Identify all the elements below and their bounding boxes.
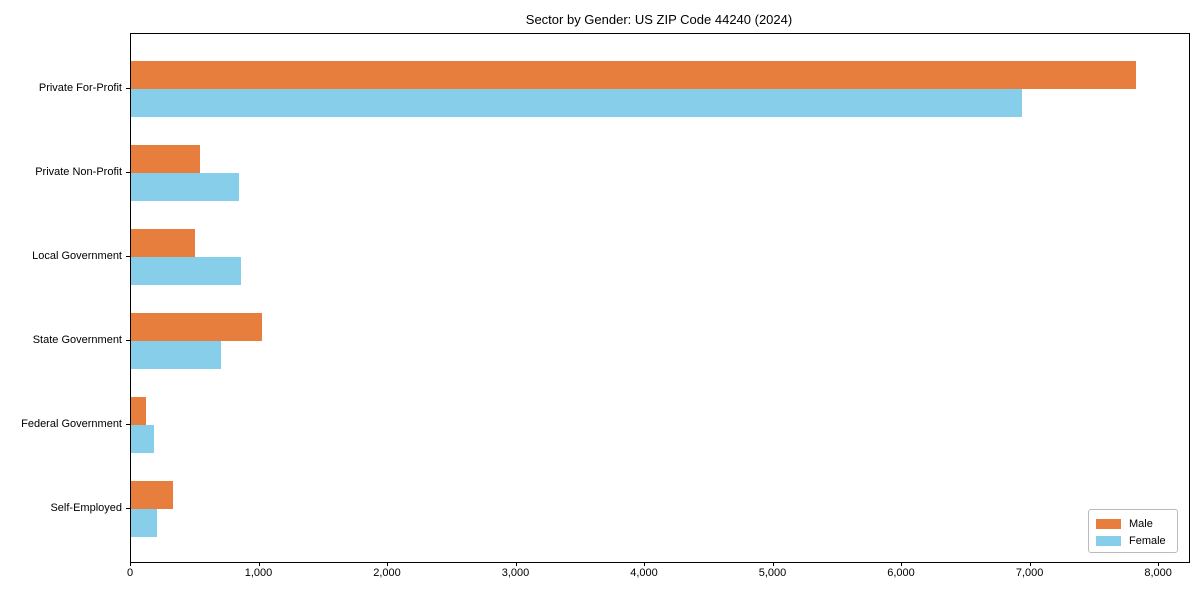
x-tick-label-1000: 1,000 [244, 567, 273, 579]
y-tick-label-federal-government: Federal Government [21, 418, 122, 430]
y-tick-mark [126, 508, 130, 509]
x-tick-label-4000: 4,000 [630, 567, 658, 579]
bar-female-private-for-profit [131, 89, 1022, 117]
y-tick-label-private-non-profit: Private Non-Profit [35, 166, 122, 178]
legend: Male Female [1088, 509, 1178, 553]
chart-title: Sector by Gender: US ZIP Code 44240 (202… [525, 12, 793, 27]
bar-male-private-for-profit [131, 61, 1136, 89]
x-tick-mark [901, 562, 902, 566]
y-tick-mark [126, 172, 130, 173]
y-tick-mark [126, 424, 130, 425]
legend-item-female: Female [1096, 532, 1170, 549]
y-tick-label-private-for-profit: Private For-Profit [38, 82, 122, 94]
x-tick-label-0: 0 [126, 567, 134, 579]
legend-swatch-male [1096, 518, 1121, 529]
bar-male-local-government [131, 229, 196, 257]
x-tick-label-5000: 5,000 [758, 567, 787, 579]
legend-item-male: Male [1096, 515, 1170, 532]
x-tick-mark [1158, 562, 1160, 566]
y-tick-label-self-employed: Self-Employed [50, 502, 122, 514]
y-tick-mark [126, 88, 130, 89]
bar-female-state-government [131, 341, 221, 369]
y-tick-label-local-government: Local Government [32, 250, 122, 262]
x-tick-label-7000: 7,000 [1015, 567, 1044, 579]
y-tick-mark [126, 340, 130, 341]
x-tick-mark [130, 562, 131, 566]
x-tick-mark [644, 562, 645, 566]
x-tick-mark [515, 562, 517, 566]
x-tick-mark [258, 562, 260, 566]
legend-swatch-female [1096, 535, 1121, 546]
bar-male-private-non-profit [131, 145, 200, 173]
x-tick-mark [1029, 562, 1031, 566]
bar-female-self-employed [131, 509, 158, 537]
bar-female-private-non-profit [131, 173, 239, 201]
x-tick-mark [772, 562, 774, 566]
plot-area [130, 33, 1190, 563]
x-tick-label-2000: 2,000 [373, 567, 401, 579]
bar-male-federal-government [131, 397, 146, 425]
y-tick-mark [126, 256, 130, 257]
y-tick-label-state-government: State Government [32, 334, 122, 346]
bar-male-self-employed [131, 481, 173, 509]
x-tick-label-6000: 6,000 [887, 567, 915, 579]
legend-label-male: Male [1129, 517, 1153, 530]
legend-label-female: Female [1129, 534, 1166, 547]
bar-female-federal-government [131, 425, 154, 453]
x-tick-label-8000: 8,000 [1144, 567, 1172, 579]
bar-female-local-government [131, 257, 241, 285]
bar-male-state-government [131, 313, 263, 341]
x-tick-label-3000: 3,000 [501, 567, 530, 579]
x-tick-mark [387, 562, 388, 566]
